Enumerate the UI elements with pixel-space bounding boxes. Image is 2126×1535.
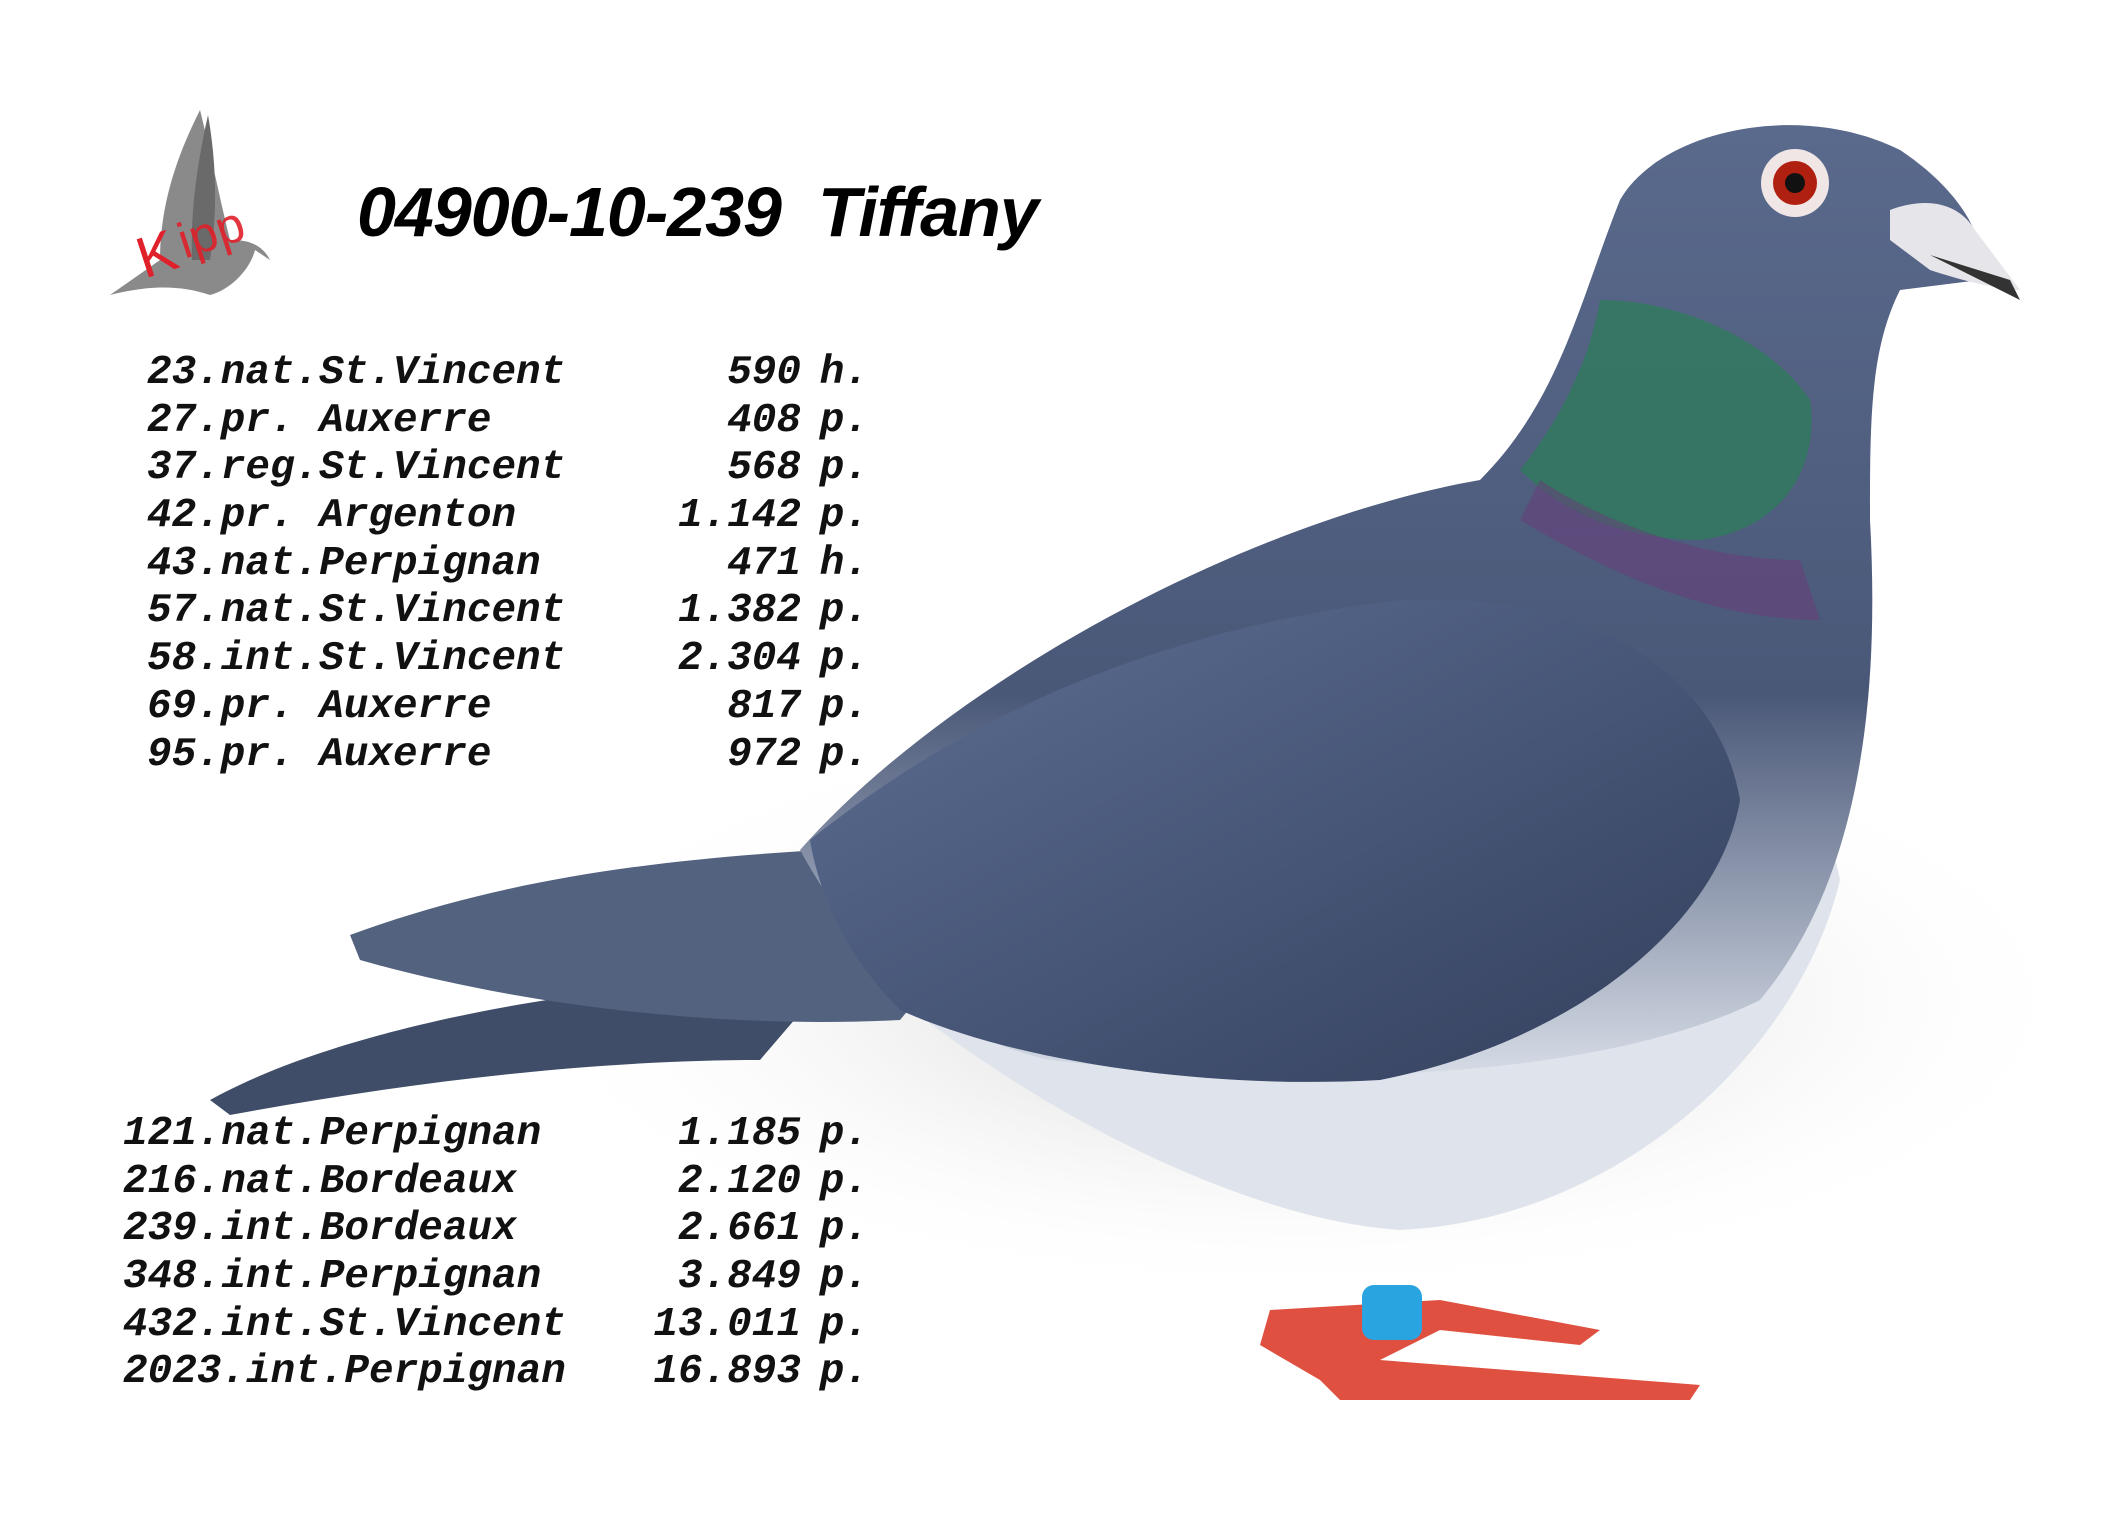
result-row: 43.nat.Perpignan 471 h.	[147, 541, 869, 589]
top-results-list: 23.nat.St.Vincent 590 h. 27.pr. Auxerre 408…	[147, 350, 869, 779]
result-row: 37.reg.St.Vincent 568 p.	[147, 445, 869, 493]
result-place: 57.nat.St.Vincent	[147, 588, 566, 635]
result-row: 2023.int.Perpignan 16.893 p.	[123, 1349, 869, 1397]
result-row: 23.nat.St.Vincent 590 h.	[147, 350, 869, 398]
result-count: 2.120	[677, 1158, 801, 1205]
result-count: 3.849	[677, 1254, 801, 1301]
result-count: 1.185	[677, 1111, 801, 1157]
result-unit: p.	[819, 1158, 869, 1205]
result-place: 348.int.Perpignan	[123, 1254, 542, 1301]
result-place: 432.int.St.Vincent	[123, 1301, 566, 1348]
pigeon-tail	[210, 990, 820, 1115]
result-unit: p.	[819, 1111, 869, 1157]
result-place: 42.pr. Argenton	[147, 493, 517, 540]
result-row: 57.nat.St.Vincent 1.382 p.	[147, 588, 869, 636]
result-row: 58.int.St.Vincent 2.304 p.	[147, 636, 869, 684]
kipp-logo: K ipp	[110, 110, 270, 295]
result-unit: h.	[819, 540, 869, 587]
result-place: 239.int.Bordeaux	[123, 1206, 517, 1253]
result-count: 2.304	[677, 636, 801, 683]
result-count: 408	[727, 397, 801, 444]
pigeon-wing	[810, 599, 1740, 1082]
result-row: 69.pr. Auxerre 817 p.	[147, 684, 869, 732]
bottom-results-list: 121.nat.Perpignan 1.185 p. 216.nat.Bordeau…	[123, 1111, 869, 1397]
result-count: 13.011	[653, 1301, 801, 1348]
result-count: 817	[727, 683, 801, 730]
result-place: 23.nat.St.Vincent	[147, 350, 566, 396]
result-row: 27.pr. Auxerre 408 p.	[147, 398, 869, 446]
result-count: 568	[727, 445, 801, 492]
pigeon-neck	[1520, 300, 1812, 540]
result-row: 432.int.St.Vincent 13.011 p.	[123, 1302, 869, 1350]
result-place: 37.reg.St.Vincent	[147, 445, 566, 492]
result-row: 239.int.Bordeaux 2.661 p.	[123, 1206, 869, 1254]
result-place: 216.nat.Bordeaux	[123, 1158, 517, 1205]
result-row: 95.pr. Auxerre 972 p.	[147, 732, 869, 780]
result-unit: h.	[819, 350, 869, 396]
result-place: 69.pr. Auxerre	[147, 683, 492, 730]
result-row: 216.nat.Bordeaux 2.120 p.	[123, 1159, 869, 1207]
result-place: 43.nat.Perpignan	[147, 540, 541, 587]
result-place: 2023.int.Perpignan	[123, 1349, 566, 1396]
result-unit: p.	[819, 1349, 869, 1396]
result-unit: p.	[819, 588, 869, 635]
result-unit: p.	[819, 1254, 869, 1301]
result-unit: p.	[819, 493, 869, 540]
result-count: 1.382	[677, 588, 801, 635]
result-unit: p.	[819, 1206, 869, 1253]
result-row: 348.int.Perpignan 3.849 p.	[123, 1254, 869, 1302]
result-unit: p.	[819, 683, 869, 730]
result-place: 121.nat.Perpignan	[123, 1111, 542, 1157]
result-count: 16.893	[653, 1349, 801, 1396]
result-count: 471	[727, 540, 801, 587]
result-place: 27.pr. Auxerre	[147, 397, 492, 444]
result-count: 972	[727, 731, 801, 778]
result-unit: p.	[819, 445, 869, 492]
pigeon-title: 04900-10-239 Tiffany	[357, 173, 1039, 251]
result-count: 1.142	[677, 493, 801, 540]
result-unit: p.	[819, 397, 869, 444]
pigeon-legs	[1260, 1300, 1700, 1400]
result-row: 121.nat.Perpignan 1.185 p.	[123, 1111, 869, 1159]
result-count: 2.661	[677, 1206, 801, 1253]
result-count: 590	[727, 350, 801, 396]
result-unit: p.	[819, 1301, 869, 1348]
result-unit: p.	[819, 731, 869, 778]
result-place: 95.pr. Auxerre	[147, 731, 492, 778]
result-row: 42.pr. Argenton 1.142 p.	[147, 493, 869, 541]
pigeon-beak	[1890, 202, 2020, 290]
result-unit: p.	[819, 636, 869, 683]
leg-ring	[1362, 1285, 1422, 1340]
result-place: 58.int.St.Vincent	[147, 636, 566, 683]
